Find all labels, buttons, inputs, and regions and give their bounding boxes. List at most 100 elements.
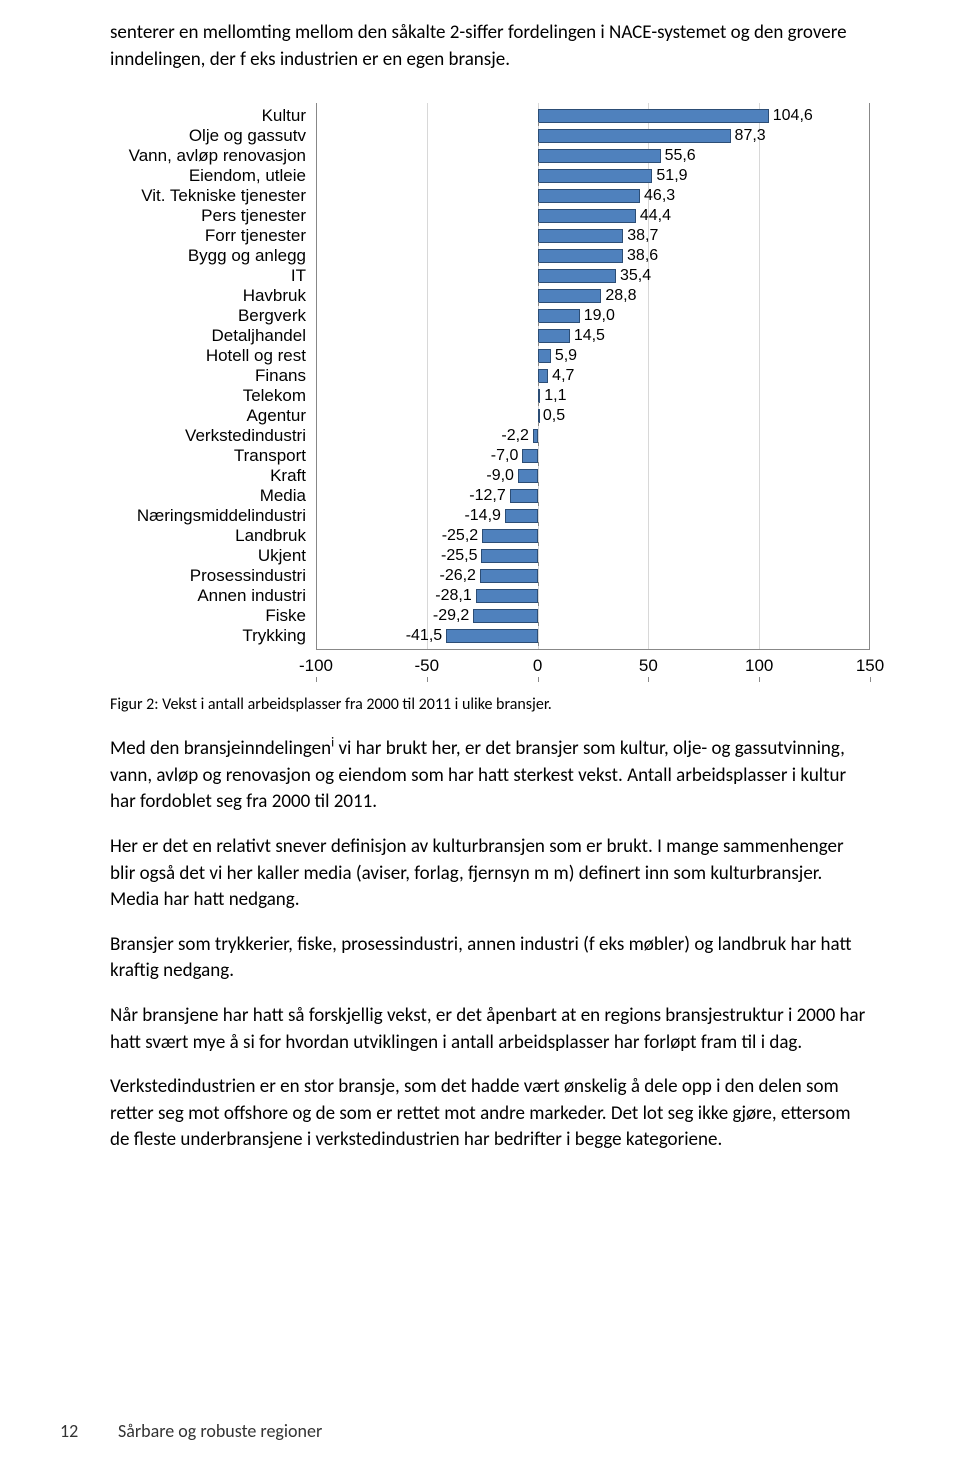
chart-bar-row: 19,0 [317,306,869,326]
chart-bar [480,569,538,583]
chart-bar-row: -29,2 [317,606,869,626]
chart-plot-area: 104,687,3 55,651,946,344,438,738,635,428,… [316,103,870,649]
chart-bar [538,269,616,283]
chart-bar-row: 0,5 [317,406,869,426]
page: senterer en mellomting mellom den såkalt… [0,0,960,1482]
body-paragraph-6: Verkstedindustrien er en stor bransje, s… [110,1074,870,1154]
chart-value-label: 46,3 [644,186,675,206]
chart-bar-row: 55,6 [317,146,869,166]
chart-container: KulturOlje og gassutvVann, avløp renovas… [110,103,870,677]
chart-bar [538,169,653,183]
chart-bar [538,309,580,323]
chart-bar-row: 87,3 [317,126,869,146]
footer-title: Sårbare og robuste regioner [118,1420,322,1442]
chart-bar-row: 38,7 [317,226,869,246]
chart-value-label: 28,8 [605,286,636,306]
chart-value-label: 4,7 [552,366,574,386]
chart-category-label: Kraft [110,466,306,486]
chart-bar-row: 46,3 [317,186,869,206]
chart-value-label: 38,6 [627,246,658,266]
chart-bar [538,389,540,403]
chart-category-label: Transport [110,446,306,466]
chart-bar-row: 51,9 [317,166,869,186]
chart-value-label: 51,9 [656,166,687,186]
chart-bar-row: -7,0 [317,446,869,466]
chart-value-label: 1,1 [544,386,566,406]
chart-value-label: -7,0 [491,446,519,466]
chart-bar [522,449,537,463]
chart-category-label: Verkstedindustri [110,426,306,446]
chart-value-label: 87,3 [735,126,766,146]
x-axis-label: 100 [745,656,773,676]
chart-value-label: 35,4 [620,266,651,286]
chart-bar-row: -12,7 [317,486,869,506]
chart-value-label: -9,0 [486,466,514,486]
chart-bar-row: 44,4 [317,206,869,226]
chart-category-column: KulturOlje og gassutvVann, avløp renovas… [110,103,316,649]
chart-bar [476,589,538,603]
body-paragraph-4: Bransjer som trykkerier, fiske, prosessi… [110,932,870,985]
chart-bar [538,149,661,163]
chart-category-label: Ukjent [110,546,306,566]
chart-value-label: 5,9 [555,346,577,366]
chart-value-label: -29,2 [433,606,469,626]
page-footer: 12 Sårbare og robuste regioner [0,1420,960,1442]
chart-value-label: -12,7 [469,486,505,506]
chart-value-label: -28,1 [435,586,471,606]
chart-category-label: Vit. Tekniske tjenester [110,186,306,206]
chart-bar-row: 38,6 [317,246,869,266]
chart-category-label: Eiendom, utleie [110,166,306,186]
chart-category-label: Agentur [110,406,306,426]
chart-value-label: -25,2 [442,526,478,546]
chart-bar-row: -25,2 [317,526,869,546]
chart-bar-row: 28,8 [317,286,869,306]
chart-value-label: 19,0 [584,306,615,326]
chart-bar-row: -2,2 [317,426,869,446]
chart-bar-row: -28,1 [317,586,869,606]
chart-bar [538,289,602,303]
chart-category-label: Olje og gassutv [110,126,306,146]
chart-category-label: Kultur [110,106,306,126]
chart-category-label: Vann, avløp renovasjon [110,146,306,166]
chart-bar [510,489,538,503]
x-axis-label: 0 [533,656,542,676]
chart-bar [538,409,540,423]
chart-value-label: -26,2 [439,566,475,586]
chart-category-label: Trykking [110,626,306,646]
chart-category-label: IT [110,266,306,286]
page-number: 12 [60,1420,90,1442]
x-axis-label: -50 [415,656,440,676]
chart-bar [533,429,538,443]
chart-bar [505,509,538,523]
chart-bar-row: 35,4 [317,266,869,286]
chart-bar [538,189,640,203]
chart-value-label: 14,5 [574,326,605,346]
chart-category-label: Forr tjenester [110,226,306,246]
chart-category-label: Bygg og anlegg [110,246,306,266]
chart-category-label: Havbruk [110,286,306,306]
chart-category-label: Prosessindustri [110,566,306,586]
chart-bar-row: 4,7 [317,366,869,386]
intro-paragraph: senterer en mellomting mellom den såkalt… [110,20,870,73]
chart-category-label: Pers tjenester [110,206,306,226]
chart-category-label: Landbruk [110,526,306,546]
chart-category-label: Telekom [110,386,306,406]
chart-value-label: 38,7 [627,226,658,246]
body-paragraph-3: Her er det en relativt snever definisjon… [110,834,870,914]
chart-category-label: Hotell og rest [110,346,306,366]
chart-bar [538,129,731,143]
chart-category-label: Bergverk [110,306,306,326]
chart-bar [473,609,537,623]
chart-value-label: -25,5 [441,546,477,566]
chart-bar [538,209,636,223]
chart-bar [538,109,769,123]
chart-value-label: 0,5 [543,406,565,426]
chart-category-label: Detaljhandel [110,326,306,346]
chart-bar-row: 104,6 [317,106,869,126]
chart-value-label: -2,2 [501,426,529,446]
chart-category-label: Næringsmiddelindustri [110,506,306,526]
chart-bar-row: 5,9 [317,346,869,366]
body-p2-a: Med den bransjeinndelingen [110,737,331,760]
chart-bar-row: -25,5 [317,546,869,566]
chart-value-label: 55,6 [665,146,696,166]
